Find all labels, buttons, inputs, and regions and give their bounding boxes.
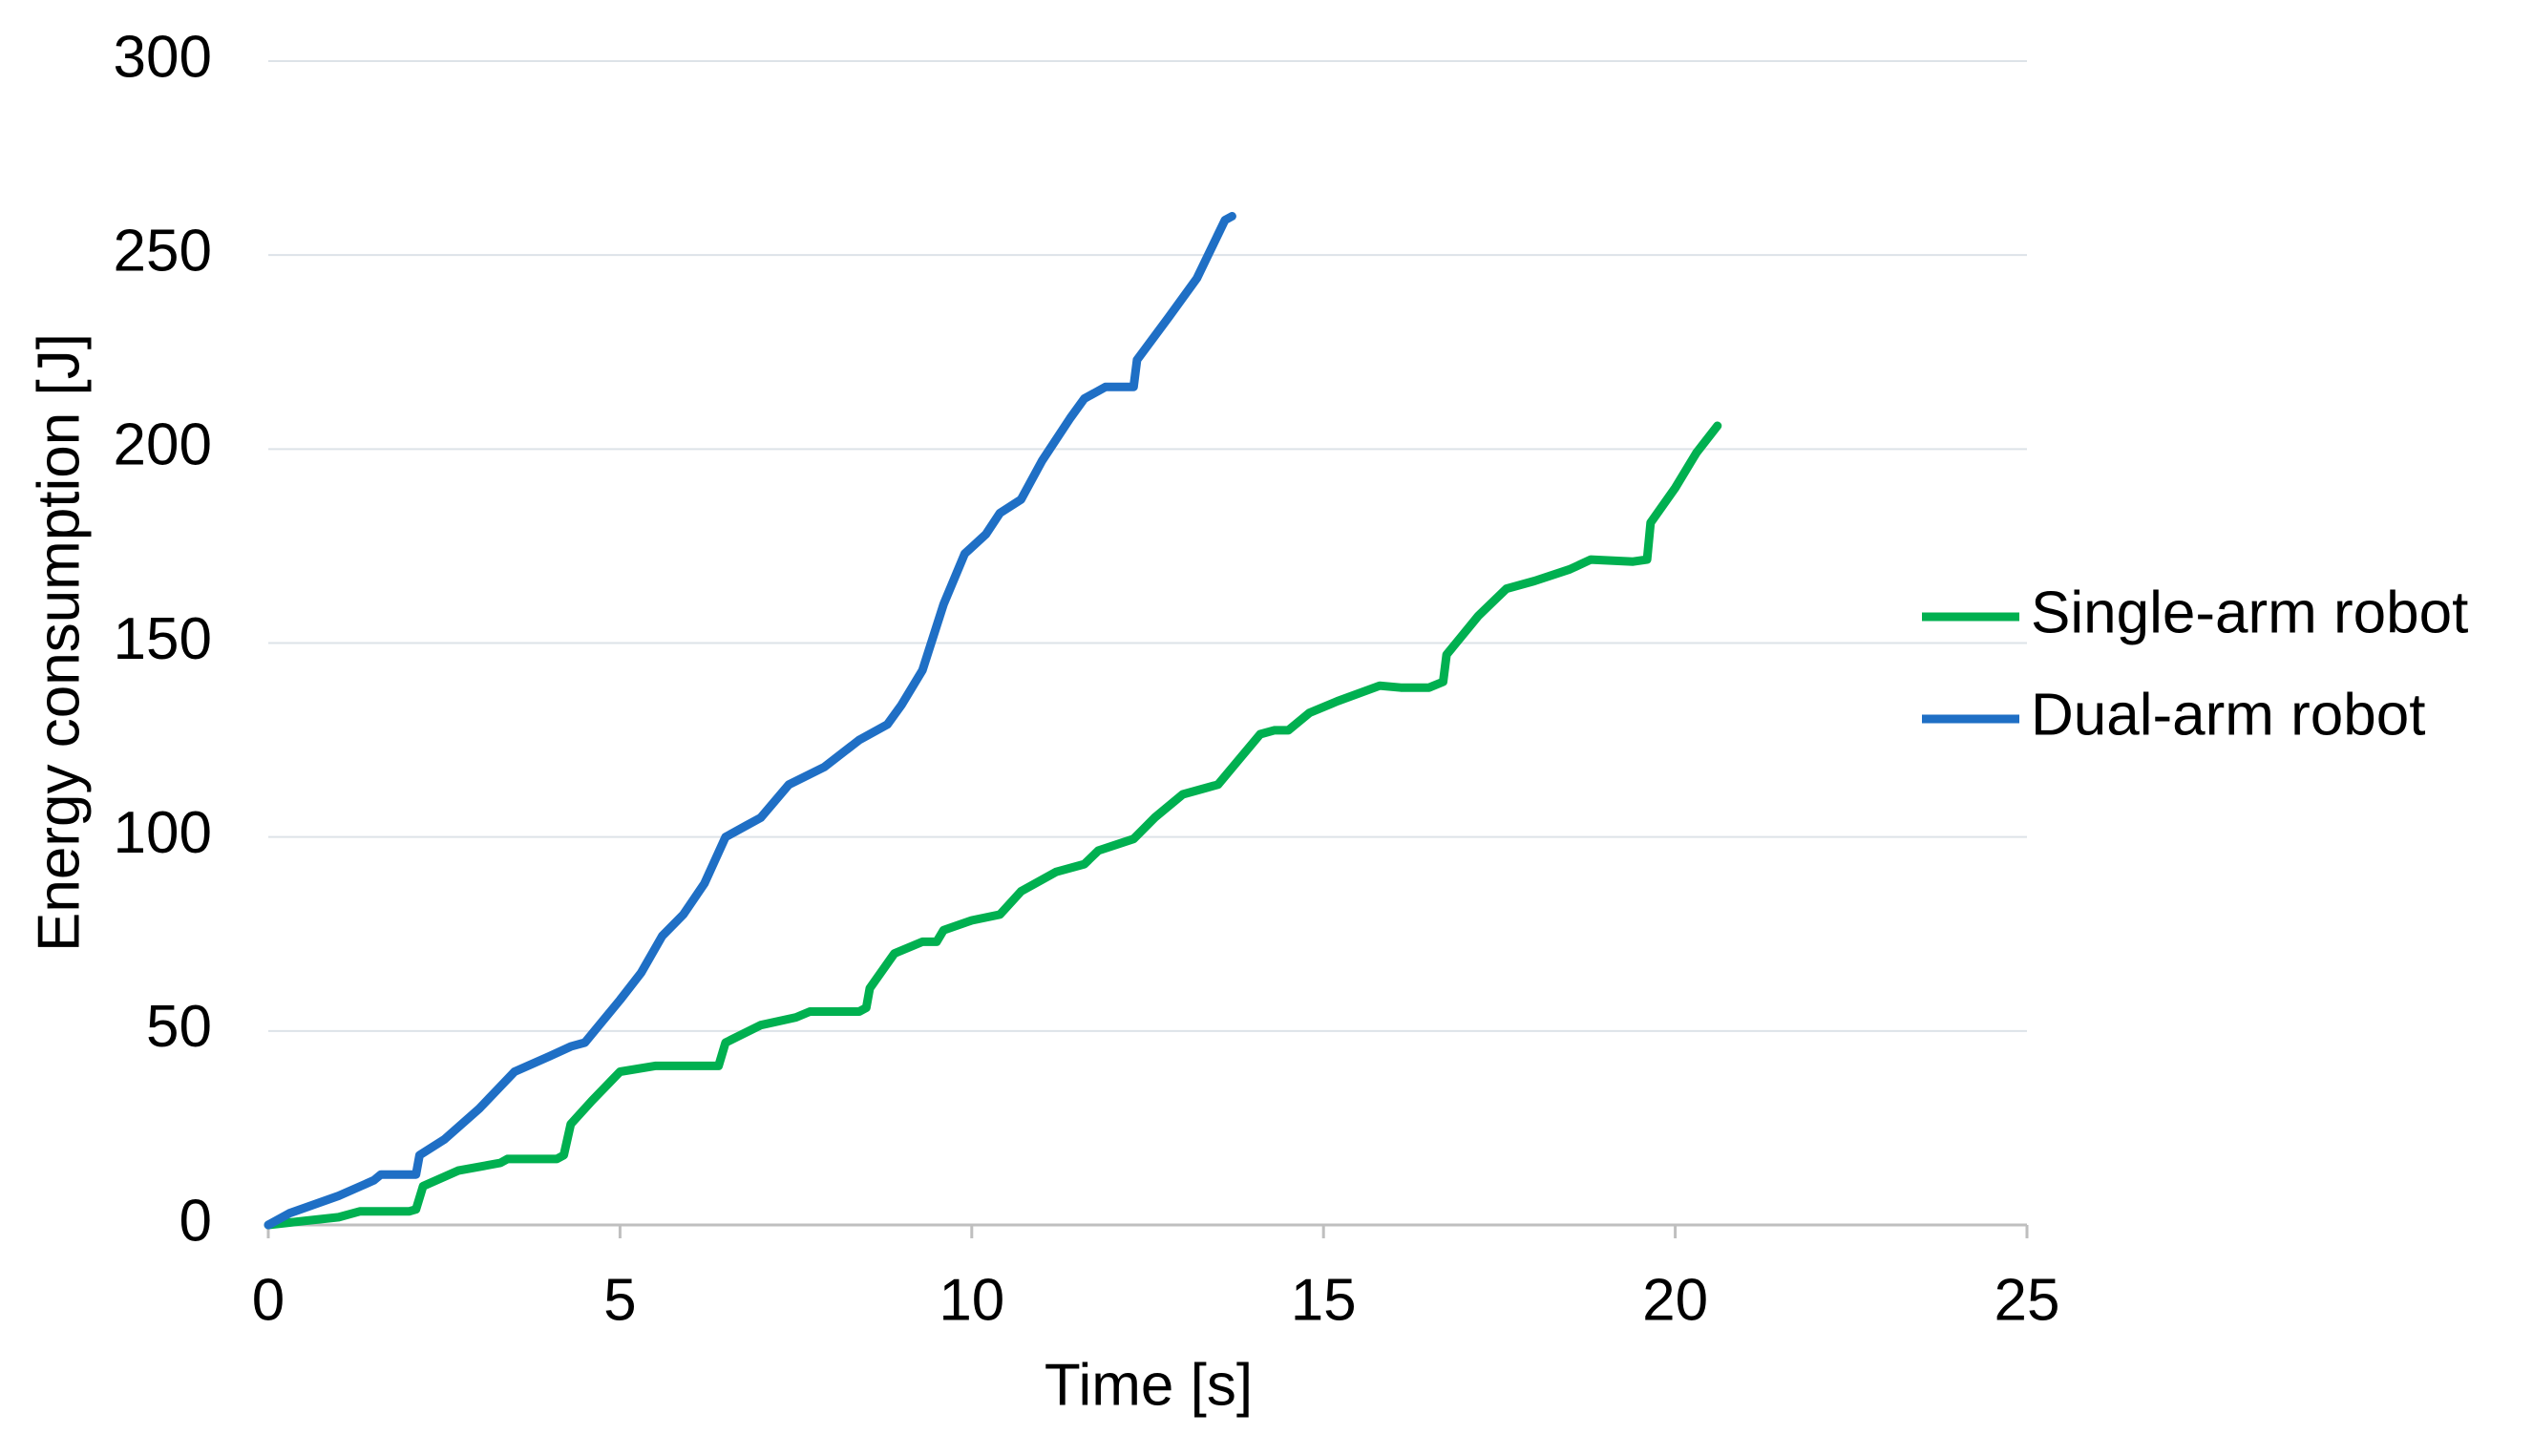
x-tick-label: 15 <box>1291 1267 1357 1333</box>
x-axis-title: Time [s] <box>1045 1352 1253 1418</box>
y-tick-label: 250 <box>114 219 212 285</box>
x-tick-label: 0 <box>252 1267 285 1333</box>
series-line <box>264 421 1722 1230</box>
series-line <box>264 212 1236 1230</box>
x-tick-label: 5 <box>603 1267 636 1333</box>
legend-label: Single-arm robot <box>2031 580 2468 645</box>
y-tick-label: 300 <box>114 24 212 90</box>
legend-label: Dual-arm robot <box>2031 682 2425 748</box>
y-tick-label: 150 <box>114 606 212 672</box>
x-tick-label: 25 <box>1995 1267 2060 1333</box>
x-tick-label: 10 <box>939 1267 1004 1333</box>
y-axis-title: Energy consumption [J] <box>26 333 92 952</box>
y-tick-label: 100 <box>114 800 212 866</box>
y-tick-label: 0 <box>179 1188 212 1254</box>
y-tick-label: 50 <box>146 994 212 1060</box>
y-tick-label: 200 <box>114 412 212 478</box>
x-tick-label: 20 <box>1642 1267 1708 1333</box>
